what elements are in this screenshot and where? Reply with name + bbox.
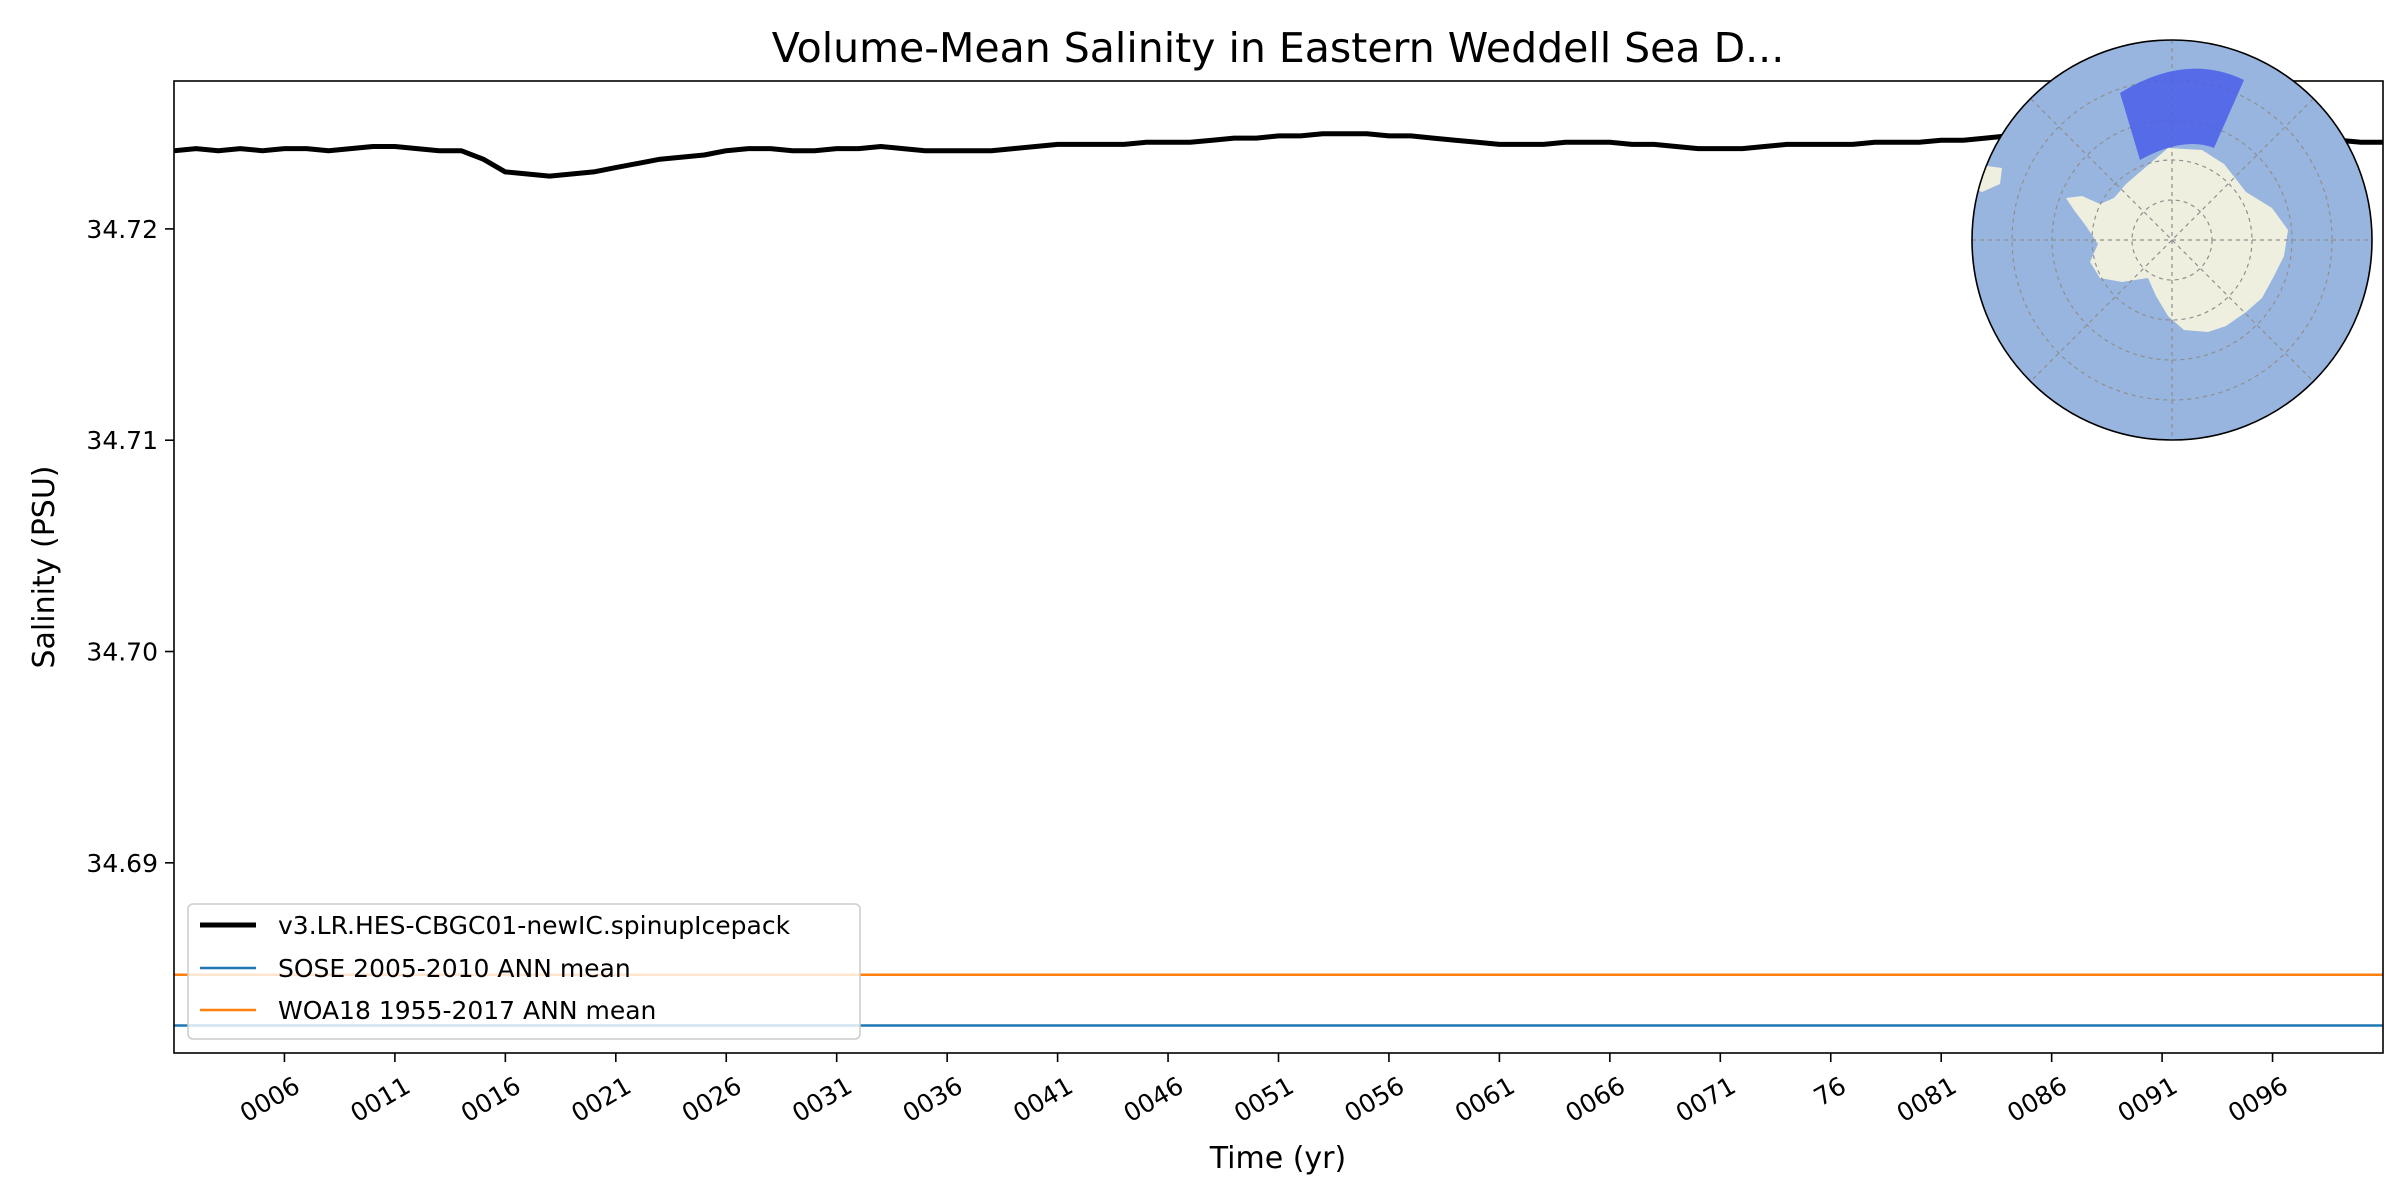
x-tick-label: 0061 bbox=[1450, 1071, 1520, 1128]
x-tick-label: 0081 bbox=[1892, 1071, 1962, 1128]
inset-border bbox=[1971, 39, 2373, 441]
x-tick-label: 0016 bbox=[456, 1071, 526, 1128]
y-axis: 34.69 34.70 34.71 34.72 bbox=[86, 215, 174, 878]
chart-title: Volume-Mean Salinity in Eastern Weddell … bbox=[772, 24, 1785, 72]
x-tick-label: 0086 bbox=[2002, 1071, 2072, 1128]
y-tick-label: 34.70 bbox=[86, 638, 158, 667]
x-tick-label: 0021 bbox=[566, 1071, 636, 1128]
x-tick-label: 0031 bbox=[787, 1071, 857, 1128]
legend-label-sose: SOSE 2005-2010 ANN mean bbox=[278, 954, 631, 983]
legend-label-model: v3.LR.HES-CBGC01-newIC.spinupIcepack bbox=[278, 911, 791, 940]
x-tick-label: 0026 bbox=[677, 1071, 747, 1128]
legend: v3.LR.HES-CBGC01-newIC.spinupIcepack SOS… bbox=[187, 903, 861, 1040]
x-tick-label: 0011 bbox=[346, 1071, 416, 1128]
x-tick-label: 0056 bbox=[1340, 1071, 1410, 1128]
legend-box bbox=[187, 903, 861, 1040]
x-axis: 0006 0011 0016 0021 0026 0031 0036 0041 0046 0051… bbox=[235, 1053, 2293, 1128]
x-tick-label: 0006 bbox=[235, 1071, 305, 1128]
x-tick-label: 0046 bbox=[1119, 1071, 1189, 1128]
inset-landmass-australia bbox=[2356, 146, 2372, 164]
x-tick-label: 0051 bbox=[1229, 1071, 1299, 1128]
inset-antarctica bbox=[2066, 148, 2288, 332]
x-tick-label: 0041 bbox=[1008, 1071, 1078, 1128]
x-tick-label: 0071 bbox=[1671, 1071, 1741, 1128]
x-tick-label: 0091 bbox=[2113, 1071, 2183, 1128]
legend-label-woa18: WOA18 1955-2017 ANN mean bbox=[278, 996, 656, 1025]
y-tick-label: 34.69 bbox=[86, 849, 158, 878]
x-tick-label: 0036 bbox=[898, 1071, 968, 1128]
x-tick-label: 76 bbox=[1809, 1071, 1851, 1112]
inset-region-map bbox=[1971, 39, 2373, 441]
y-axis-title: Salinity (PSU) bbox=[27, 466, 62, 669]
inset-region-highlight bbox=[2120, 68, 2244, 160]
y-tick-label: 34.72 bbox=[86, 215, 158, 244]
x-tick-label: 0096 bbox=[2223, 1071, 2293, 1128]
x-tick-label: 0066 bbox=[1560, 1071, 1630, 1128]
x-axis-title: Time (yr) bbox=[1209, 1141, 1346, 1176]
y-tick-label: 34.71 bbox=[86, 426, 158, 455]
